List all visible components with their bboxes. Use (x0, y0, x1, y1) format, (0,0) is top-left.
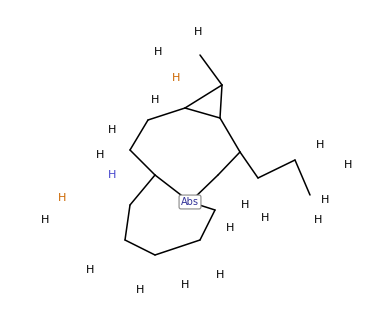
Text: H: H (226, 223, 234, 233)
Text: H: H (86, 265, 94, 275)
Text: H: H (154, 47, 162, 57)
Text: H: H (172, 73, 180, 83)
Text: H: H (261, 213, 269, 223)
Text: H: H (151, 95, 159, 105)
Text: H: H (108, 170, 116, 180)
Text: H: H (216, 270, 224, 280)
Text: H: H (194, 27, 202, 37)
Text: Abs: Abs (181, 197, 199, 207)
Text: H: H (41, 215, 49, 225)
Text: H: H (241, 200, 249, 210)
Text: H: H (96, 150, 104, 160)
Text: H: H (136, 285, 144, 295)
Text: H: H (314, 215, 322, 225)
Text: H: H (316, 140, 324, 150)
Text: H: H (344, 160, 352, 170)
Text: H: H (58, 193, 66, 203)
Text: H: H (108, 125, 116, 135)
Text: H: H (321, 195, 329, 205)
Text: H: H (181, 280, 189, 290)
